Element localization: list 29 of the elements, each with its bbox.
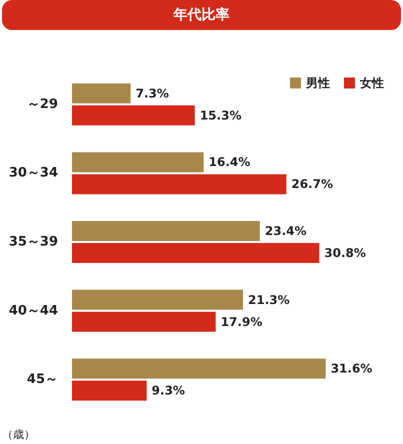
- bar: [72, 105, 195, 126]
- data-label: 17.9%: [220, 314, 262, 329]
- chart-title: 年代比率: [2, 0, 401, 30]
- data-label: 26.7%: [291, 177, 334, 192]
- bar: [72, 312, 216, 332]
- y-tick-label: ～29: [26, 96, 58, 112]
- data-label: 15.3%: [200, 108, 242, 122]
- bar: [72, 152, 204, 172]
- bar: [72, 83, 131, 104]
- legend-label: 男性: [305, 76, 330, 90]
- bar: [72, 380, 147, 401]
- bar: [72, 290, 244, 310]
- data-label: 30.8%: [324, 246, 366, 260]
- y-tick-label: 40～44: [8, 303, 58, 318]
- data-label: 16.4%: [208, 155, 250, 170]
- data-label: 9.3%: [152, 384, 185, 398]
- y-tick-label: 45～: [26, 372, 58, 388]
- y-tick-label: 30～34: [8, 166, 58, 181]
- data-label: 23.4%: [264, 224, 307, 238]
- y-tick-label: 35～39: [8, 234, 58, 250]
- bar: [72, 174, 286, 194]
- data-label: 31.6%: [330, 362, 372, 376]
- data-label: 7.3%: [136, 86, 169, 100]
- bar: [72, 221, 260, 241]
- bar: [72, 243, 320, 263]
- y-axis-title: （歳）: [2, 428, 35, 441]
- legend-label: 女性: [359, 76, 384, 90]
- bar: [72, 358, 326, 379]
- data-label: 21.3%: [248, 292, 290, 307]
